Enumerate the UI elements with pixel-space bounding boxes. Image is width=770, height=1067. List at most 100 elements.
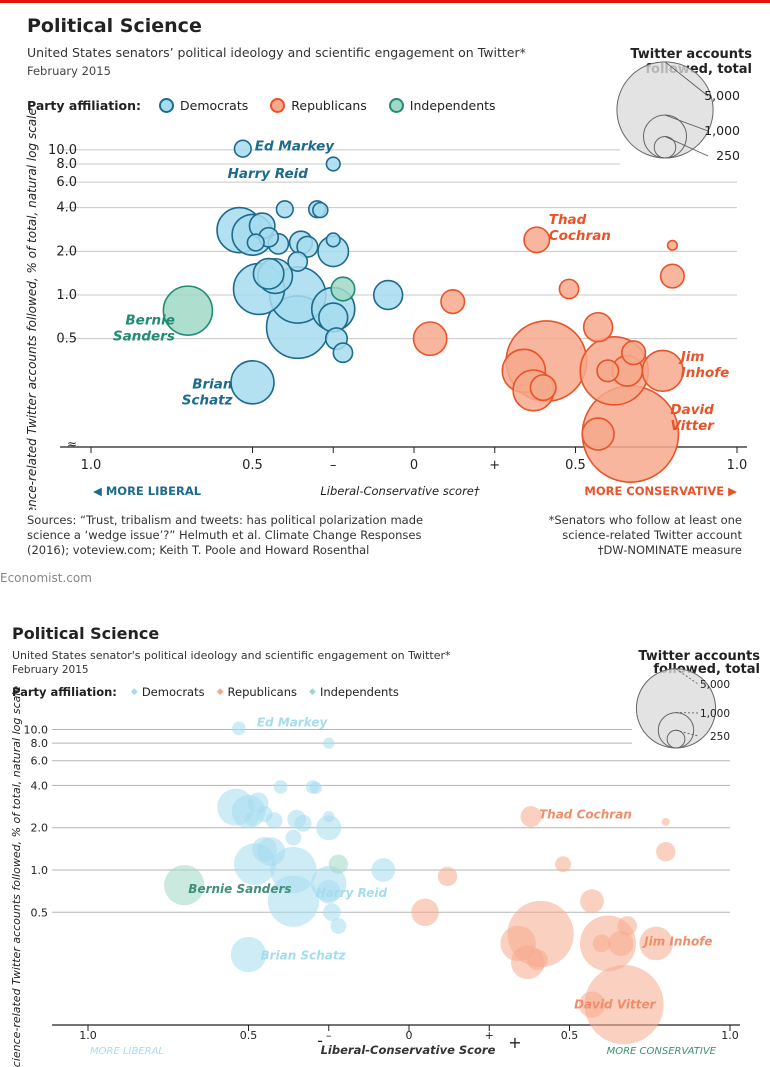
axis-break-icon: ≈ bbox=[67, 437, 77, 451]
senator-label: Bernie Sanders bbox=[188, 882, 291, 896]
bubble-democrats bbox=[232, 721, 246, 736]
size-key-label: 250 bbox=[716, 148, 740, 163]
bubble-independents bbox=[162, 285, 214, 336]
scatter-plot-main: 10.08.0 6.0 4.0 2.0 1.0 0.5 1.0 0.5 – 0 +0.5 1.0 Sci… bbox=[25, 61, 748, 510]
x-tick-label: – bbox=[326, 1029, 332, 1042]
x-axis-title-2: Liberal-Conservative Score bbox=[321, 1043, 496, 1057]
chart2-title: Political Science bbox=[12, 624, 160, 643]
y-tick-label: 0.5 bbox=[56, 332, 77, 347]
x-tick-label: 0.5 bbox=[565, 458, 586, 473]
y-tick-label: 10.0 bbox=[48, 143, 77, 158]
bubble-republicans bbox=[592, 934, 611, 953]
legend2-item-republicans: ◆ Republicans bbox=[217, 685, 297, 699]
bubble-democrats bbox=[244, 812, 259, 827]
republican-swatch-icon bbox=[270, 98, 286, 113]
party-legend-2: Party affiliation: ◆ Democrats ◆ Republi… bbox=[12, 685, 411, 699]
legend2-item-democrats: ◆ Democrats bbox=[131, 685, 205, 699]
legend-republicans-label: Republicans bbox=[291, 98, 367, 113]
scatter-plot-recreation: 10.08.0 6.0 4.0 2.0 1.0 0.5 1.0 0.5 – 0 +0.5 1.0 Sci… bbox=[10, 668, 740, 1067]
bubble-democrats bbox=[312, 201, 329, 219]
bubble-republicans bbox=[641, 349, 684, 393]
bubble-democrats bbox=[285, 829, 302, 846]
party-legend: Party affiliation: Democrats Republicans… bbox=[27, 98, 518, 113]
bubble-democrats bbox=[332, 342, 354, 364]
x-tick-label: 1.0 bbox=[727, 458, 748, 473]
y-tick-label: 1.0 bbox=[56, 288, 77, 303]
bubble-republicans bbox=[656, 841, 676, 862]
bubble-independents bbox=[330, 276, 356, 302]
x-tick-label: 0.5 bbox=[242, 458, 263, 473]
chart-subtitle: United States senators’ political ideolo… bbox=[27, 45, 526, 60]
senator-label: Inhofe bbox=[681, 365, 730, 381]
y-tick-label: 6.0 bbox=[56, 175, 77, 190]
size-key-leader bbox=[664, 61, 709, 97]
y-tick-label: 4.0 bbox=[31, 779, 49, 792]
x-axis-title: Liberal-Conservative score† bbox=[320, 484, 479, 498]
chart-panel-recreation: Political Science United States senator'… bbox=[0, 610, 770, 1067]
bubble-republicans bbox=[621, 340, 647, 366]
bubble-republicans bbox=[578, 991, 606, 1018]
bubble-democrats bbox=[256, 806, 273, 823]
more-liberal-label-2: MORE LIBERAL bbox=[90, 1046, 164, 1057]
senator-label: Cochran bbox=[549, 228, 611, 244]
legend-item-republicans: Republicans bbox=[270, 98, 367, 113]
bubble-republicans bbox=[411, 898, 439, 926]
bubble-republicans bbox=[617, 916, 637, 936]
bubble-independents bbox=[328, 854, 349, 874]
x-tick-label: + bbox=[485, 1029, 494, 1042]
y-axis-title: Science-related Twitter accounts followe… bbox=[25, 108, 39, 510]
senator-label: Sanders bbox=[113, 329, 175, 345]
more-liberal-label: ◀ MORE LIBERAL bbox=[93, 484, 202, 498]
bubble-democrats bbox=[230, 936, 267, 973]
senator-label: Thad Cochran bbox=[539, 808, 632, 822]
bubble-democrats bbox=[252, 836, 278, 862]
bubble-democrats bbox=[325, 156, 341, 172]
diamond-icon: ◆ bbox=[216, 687, 224, 697]
size-key-leader bbox=[664, 136, 709, 157]
size-key2-title-line1: Twitter accounts bbox=[638, 649, 760, 664]
size-key-label: 1,000 bbox=[704, 123, 740, 138]
size-key-label: 5,000 bbox=[700, 679, 730, 691]
bubble-democrats bbox=[316, 879, 341, 904]
senator-label: Jim bbox=[678, 349, 705, 365]
x-tick-label: 0.5 bbox=[561, 1029, 579, 1042]
bubble-republicans bbox=[526, 949, 548, 971]
bubble-democrats bbox=[230, 360, 275, 405]
chart2-date: February 2015 bbox=[12, 664, 89, 676]
legend2-label: Party affiliation: bbox=[12, 685, 117, 699]
bubble-republicans bbox=[582, 311, 614, 343]
legend2-item-independents: ◆ Independents bbox=[309, 685, 399, 699]
more-conservative-label-2: MORE CONSERVATIVE bbox=[607, 1046, 717, 1057]
bubble-democrats bbox=[287, 251, 309, 272]
senator-label: Schatz bbox=[182, 392, 233, 408]
legend2-republicans-label: Republicans bbox=[227, 685, 298, 699]
bubble-republicans bbox=[639, 926, 673, 961]
senator-label: Harry Reid bbox=[316, 886, 388, 900]
diamond-icon: ◆ bbox=[309, 687, 316, 697]
diamond-icon: ◆ bbox=[130, 687, 138, 697]
y-tick-label: 2.0 bbox=[56, 244, 77, 259]
size-key-label: 5,000 bbox=[704, 88, 740, 103]
legend-label: Party affiliation: bbox=[27, 98, 142, 113]
y-tick-label: 4.0 bbox=[56, 201, 77, 216]
legend-item-independents: Independents bbox=[388, 98, 496, 113]
chart2-subtitle: United States senator's political ideolo… bbox=[12, 649, 451, 662]
bubble-republicans bbox=[659, 263, 685, 289]
bubble-republicans bbox=[580, 889, 604, 914]
size-key-title-line1: Twitter accounts bbox=[630, 47, 752, 62]
y-tick-label: 2.0 bbox=[31, 822, 49, 835]
more-conservative-label: MORE CONSERVATIVE ▶ bbox=[584, 484, 737, 498]
y-tick-label: 8.0 bbox=[56, 157, 77, 172]
bubble-republicans bbox=[412, 321, 448, 357]
size-key-leader bbox=[664, 114, 709, 132]
x-tick-label: 1.0 bbox=[81, 458, 102, 473]
bubble-republicans bbox=[555, 856, 571, 873]
bubble-republicans bbox=[666, 239, 679, 251]
size-key-circle bbox=[616, 61, 714, 159]
democrat-swatch-icon bbox=[159, 98, 175, 113]
senator-label: Ed Markey bbox=[257, 715, 329, 729]
bubble-republicans bbox=[661, 817, 670, 826]
y-tick-label: 8.0 bbox=[31, 737, 49, 750]
senator-label: Bernie bbox=[125, 313, 175, 329]
bubble-democrats bbox=[273, 780, 288, 794]
